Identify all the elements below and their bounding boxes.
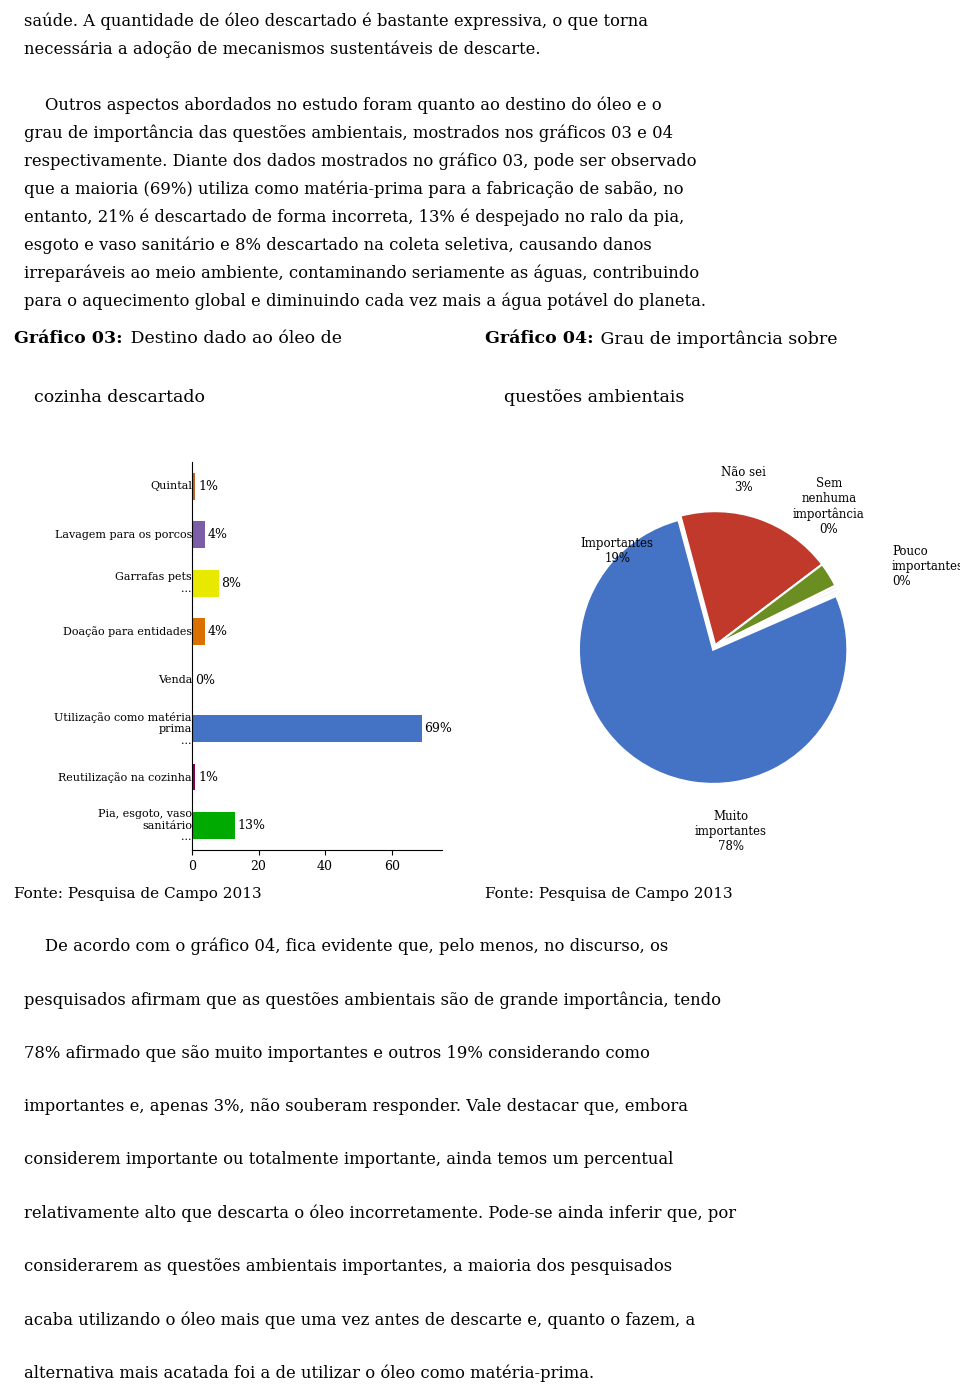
Text: Gráfico 04:: Gráfico 04:: [485, 330, 593, 347]
Text: 69%: 69%: [424, 722, 452, 735]
Text: entanto, 21% é descartado de forma incorreta, 13% é despejado no ralo da pia,: entanto, 21% é descartado de forma incor…: [24, 209, 684, 225]
FancyBboxPatch shape: [464, 406, 960, 885]
Wedge shape: [715, 564, 835, 645]
Text: Outros aspectos abordados no estudo foram quanto ao destino do óleo e o: Outros aspectos abordados no estudo fora…: [24, 97, 661, 113]
Bar: [192, 570, 219, 596]
Bar: [192, 764, 195, 791]
Text: 4%: 4%: [208, 626, 228, 638]
Text: considerem importante ou totalmente importante, ainda temos um percentual: considerem importante ou totalmente impo…: [24, 1151, 673, 1169]
Text: Quintal: Quintal: [150, 482, 192, 491]
Text: irreparáveis ao meio ambiente, contaminando seriamente as águas, contribuindo: irreparáveis ao meio ambiente, contamina…: [24, 265, 699, 281]
Text: Doação para entidades: Doação para entidades: [62, 626, 192, 637]
Bar: [192, 715, 421, 742]
Wedge shape: [715, 588, 838, 645]
Text: relativamente alto que descarta o óleo incorretamente. Pode-se ainda inferir que: relativamente alto que descarta o óleo i…: [24, 1204, 736, 1222]
Text: 4%: 4%: [208, 528, 228, 542]
Text: questões ambientais: questões ambientais: [504, 389, 684, 406]
Text: alternativa mais acatada foi a de utilizar o óleo como matéria-prima.: alternativa mais acatada foi a de utiliz…: [24, 1365, 594, 1382]
Text: Gráfico 03:: Gráfico 03:: [14, 330, 123, 347]
Text: Fonte: Pesquisa de Campo 2013: Fonte: Pesquisa de Campo 2013: [14, 888, 262, 902]
Text: Não sei
3%: Não sei 3%: [721, 466, 766, 494]
Text: Reutilização na cozinha: Reutilização na cozinha: [59, 771, 192, 783]
Bar: [192, 812, 235, 839]
Text: Venda: Venda: [157, 675, 192, 685]
Text: pesquisados afirmam que as questões ambientais são de grande importância, tendo: pesquisados afirmam que as questões ambi…: [24, 991, 721, 1008]
Text: 0%: 0%: [195, 673, 215, 686]
Text: Destino dado ao óleo de: Destino dado ao óleo de: [125, 330, 342, 347]
Text: Grau de importância sobre: Grau de importância sobre: [595, 330, 838, 349]
Text: respectivamente. Diante dos dados mostrados no gráfico 03, pode ser observado: respectivamente. Diante dos dados mostra…: [24, 153, 697, 169]
Text: para o aquecimento global e diminuindo cada vez mais a água potável do planeta.: para o aquecimento global e diminuindo c…: [24, 293, 706, 309]
Wedge shape: [715, 585, 837, 645]
Text: grau de importância das questões ambientais, mostrados nos gráficos 03 e 04: grau de importância das questões ambient…: [24, 125, 673, 141]
Text: Garrafas pets
...: Garrafas pets ...: [115, 573, 192, 594]
Text: Lavagem para os porcos: Lavagem para os porcos: [55, 529, 192, 540]
Bar: [192, 619, 205, 645]
Text: 1%: 1%: [198, 480, 218, 493]
Text: Utilização como matéria
prima
...: Utilização como matéria prima ...: [55, 711, 192, 746]
Text: Pouco
importantes
0%: Pouco importantes 0%: [892, 545, 960, 588]
Wedge shape: [681, 511, 822, 645]
Text: De acordo com o gráfico 04, fica evidente que, pelo menos, no discurso, os: De acordo com o gráfico 04, fica evident…: [24, 938, 668, 955]
Bar: [192, 521, 205, 547]
Text: considerarem as questões ambientais importantes, a maioria dos pesquisados: considerarem as questões ambientais impo…: [24, 1259, 672, 1275]
Text: 78% afirmado que são muito importantes e outros 19% considerando como: 78% afirmado que são muito importantes e…: [24, 1044, 650, 1061]
Text: Muito
importantes
78%: Muito importantes 78%: [695, 811, 767, 853]
FancyBboxPatch shape: [0, 406, 469, 885]
Text: 13%: 13%: [238, 819, 266, 832]
Text: Fonte: Pesquisa de Campo 2013: Fonte: Pesquisa de Campo 2013: [485, 888, 732, 902]
Text: Importantes
19%: Importantes 19%: [581, 536, 654, 564]
Text: que a maioria (69%) utiliza como matéria-prima para a fabricação de sabão, no: que a maioria (69%) utiliza como matéria…: [24, 181, 684, 197]
Text: cozinha descartado: cozinha descartado: [34, 389, 204, 406]
Bar: [192, 473, 195, 500]
Text: esgoto e vaso sanitário e 8% descartado na coleta seletiva, causando danos: esgoto e vaso sanitário e 8% descartado …: [24, 237, 652, 253]
Text: 1%: 1%: [198, 770, 218, 784]
Text: Sem
nenhuma
importância
0%: Sem nenhuma importância 0%: [793, 477, 865, 536]
Text: 8%: 8%: [222, 577, 241, 589]
Wedge shape: [579, 519, 848, 784]
Text: saúde. A quantidade de óleo descartado é bastante expressiva, o que torna: saúde. A quantidade de óleo descartado é…: [24, 13, 648, 29]
Text: importantes e, apenas 3%, não souberam responder. Vale destacar que, embora: importantes e, apenas 3%, não souberam r…: [24, 1098, 688, 1114]
Text: acaba utilizando o óleo mais que uma vez antes de descarte e, quanto o fazem, a: acaba utilizando o óleo mais que uma vez…: [24, 1312, 695, 1329]
Text: necessária a adoção de mecanismos sustentáveis de descarte.: necessária a adoção de mecanismos susten…: [24, 41, 540, 57]
Text: Pia, esgoto, vaso
sanitário
...: Pia, esgoto, vaso sanitário ...: [98, 809, 192, 843]
